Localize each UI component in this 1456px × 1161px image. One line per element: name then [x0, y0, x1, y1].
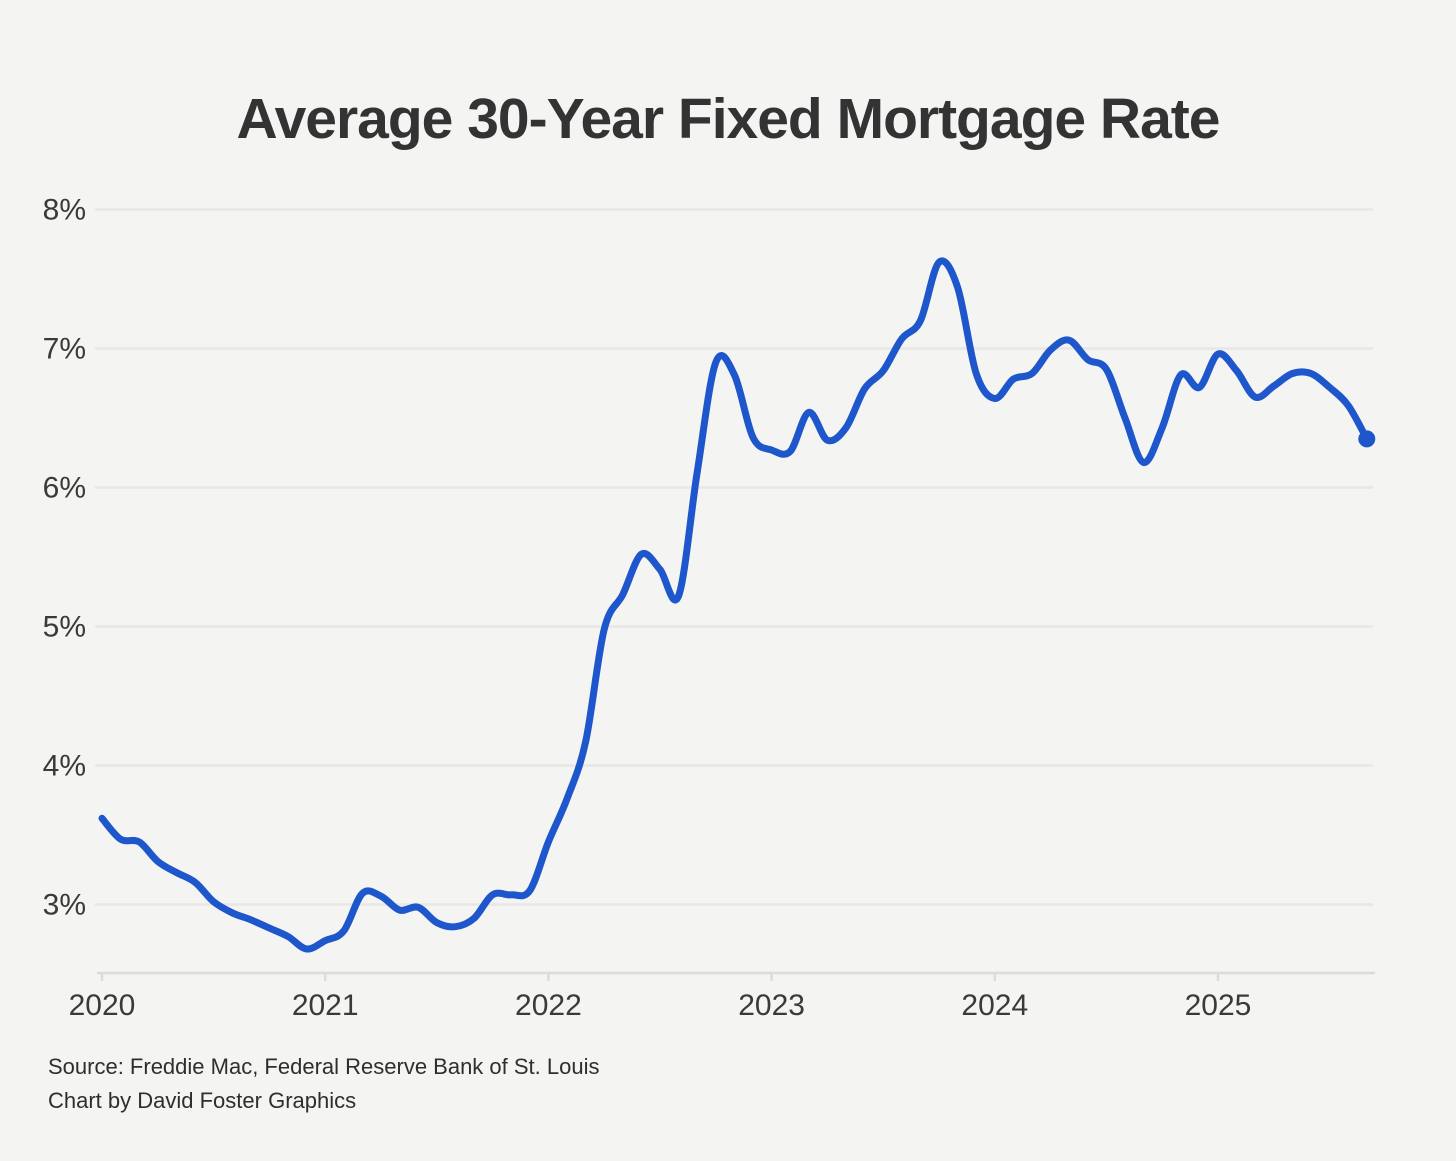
rate-line-end-dot: [1358, 430, 1376, 448]
chart-credit: Chart by David Foster Graphics: [48, 1088, 357, 1113]
chart-title: Average 30-Year Fixed Mortgage Rate: [236, 87, 1221, 151]
y-tick-label: 4%: [43, 750, 86, 783]
x-tick-label: 2020: [69, 989, 136, 1022]
x-tick-label: 2025: [1185, 989, 1252, 1022]
y-tick-label: 3%: [43, 889, 86, 922]
y-tick-label: 6%: [43, 472, 86, 505]
chart-footer: Source: Freddie Mac, Federal Reserve Ban…: [48, 1050, 599, 1118]
x-tick-label: 2024: [961, 989, 1028, 1022]
x-tick-label: 2023: [738, 989, 805, 1022]
y-tick-label: 5%: [43, 611, 86, 644]
x-tick-label: 2022: [515, 989, 582, 1022]
x-tick-label: 2021: [292, 989, 359, 1022]
y-tick-label: 7%: [43, 333, 86, 366]
mortgage-rate-line: [98, 257, 1371, 953]
source-credit: Source: Freddie Mac, Federal Reserve Ban…: [48, 1054, 600, 1079]
y-tick-label: 8%: [43, 194, 86, 227]
